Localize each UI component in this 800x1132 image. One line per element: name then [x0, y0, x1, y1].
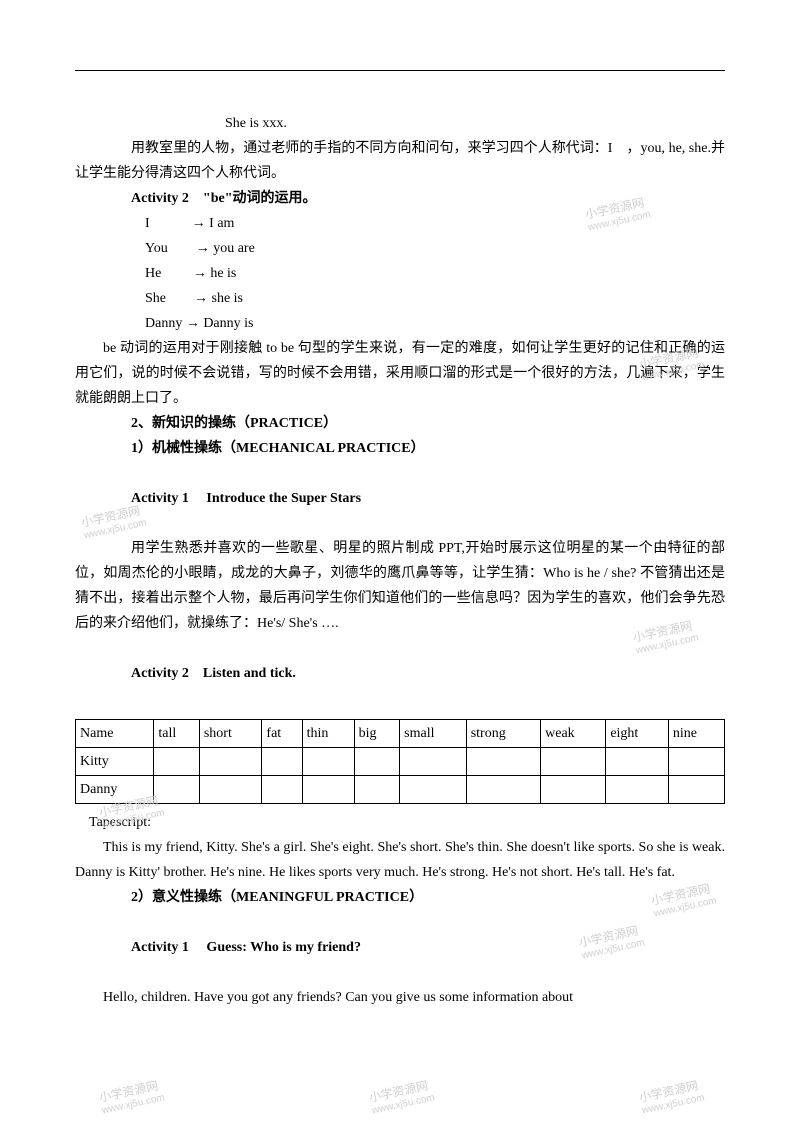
text-line: She → she is — [75, 286, 725, 311]
text-line: Tapescript: — [75, 810, 725, 835]
text-line: I → I am — [75, 211, 725, 236]
paragraph: 用学生熟悉并喜欢的一些歌星、明星的照片制成 PPT,开始时展示这位明星的某一个由… — [75, 536, 725, 636]
table-header-cell: small — [400, 720, 467, 748]
activity-heading: Activity 1 Introduce the Super Stars — [75, 486, 725, 511]
table-header-cell: short — [199, 720, 262, 748]
watermark: 小学资源网www.xj5u.com — [638, 1079, 706, 1118]
section-heading: 2、新知识的操练（PRACTICE） — [75, 411, 725, 436]
section-heading: 2）意义性操练（MEANINGFUL PRACTICE） — [75, 885, 725, 910]
paragraph: be 动词的运用对于刚接触 to be 句型的学生来说，有一定的难度，如何让学生… — [75, 336, 725, 411]
watermark: 小学资源网www.xj5u.com — [368, 1079, 436, 1118]
table-header-cell: big — [354, 720, 399, 748]
activity-heading: Activity 1 Guess: Who is my friend? — [75, 935, 725, 960]
table-header-cell: eight — [606, 720, 669, 748]
table-row: Kitty — [76, 748, 725, 776]
listen-tick-table: Name tall short fat thin big small stron… — [75, 719, 725, 804]
table-header-cell: thin — [302, 720, 354, 748]
table-row: Danny — [76, 776, 725, 804]
text-line: Danny → Danny is — [75, 311, 725, 336]
section-heading: 1）机械性操练（MECHANICAL PRACTICE） — [75, 436, 725, 461]
table-header-cell: nine — [668, 720, 724, 748]
document-page: She is xxx. 用教室里的人物，通过老师的手指的不同方向和问句，来学习四… — [0, 0, 800, 1010]
paragraph: 用教室里的人物，通过老师的手指的不同方向和问句，来学习四个人称代词：I ，you… — [75, 136, 725, 186]
table-header-cell: weak — [541, 720, 606, 748]
table-header-cell: fat — [262, 720, 302, 748]
table-header-cell: strong — [466, 720, 540, 748]
table-header-row: Name tall short fat thin big small stron… — [76, 720, 725, 748]
paragraph: This is my friend, Kitty. She's a girl. … — [75, 835, 725, 885]
table-header-cell: tall — [154, 720, 199, 748]
activity-heading: Activity 2 "be"动词的运用。 — [75, 186, 725, 211]
top-border — [75, 70, 725, 71]
watermark: 小学资源网www.xj5u.com — [98, 1079, 166, 1118]
paragraph: Hello, children. Have you got any friend… — [75, 985, 725, 1010]
text-line: She is xxx. — [75, 111, 725, 136]
table-cell: Danny — [76, 776, 154, 804]
text-line: You → you are — [75, 236, 725, 261]
text-line: He → he is — [75, 261, 725, 286]
table-cell: Kitty — [76, 748, 154, 776]
activity-heading: Activity 2 Listen and tick. — [75, 661, 725, 686]
table-header-cell: Name — [76, 720, 154, 748]
